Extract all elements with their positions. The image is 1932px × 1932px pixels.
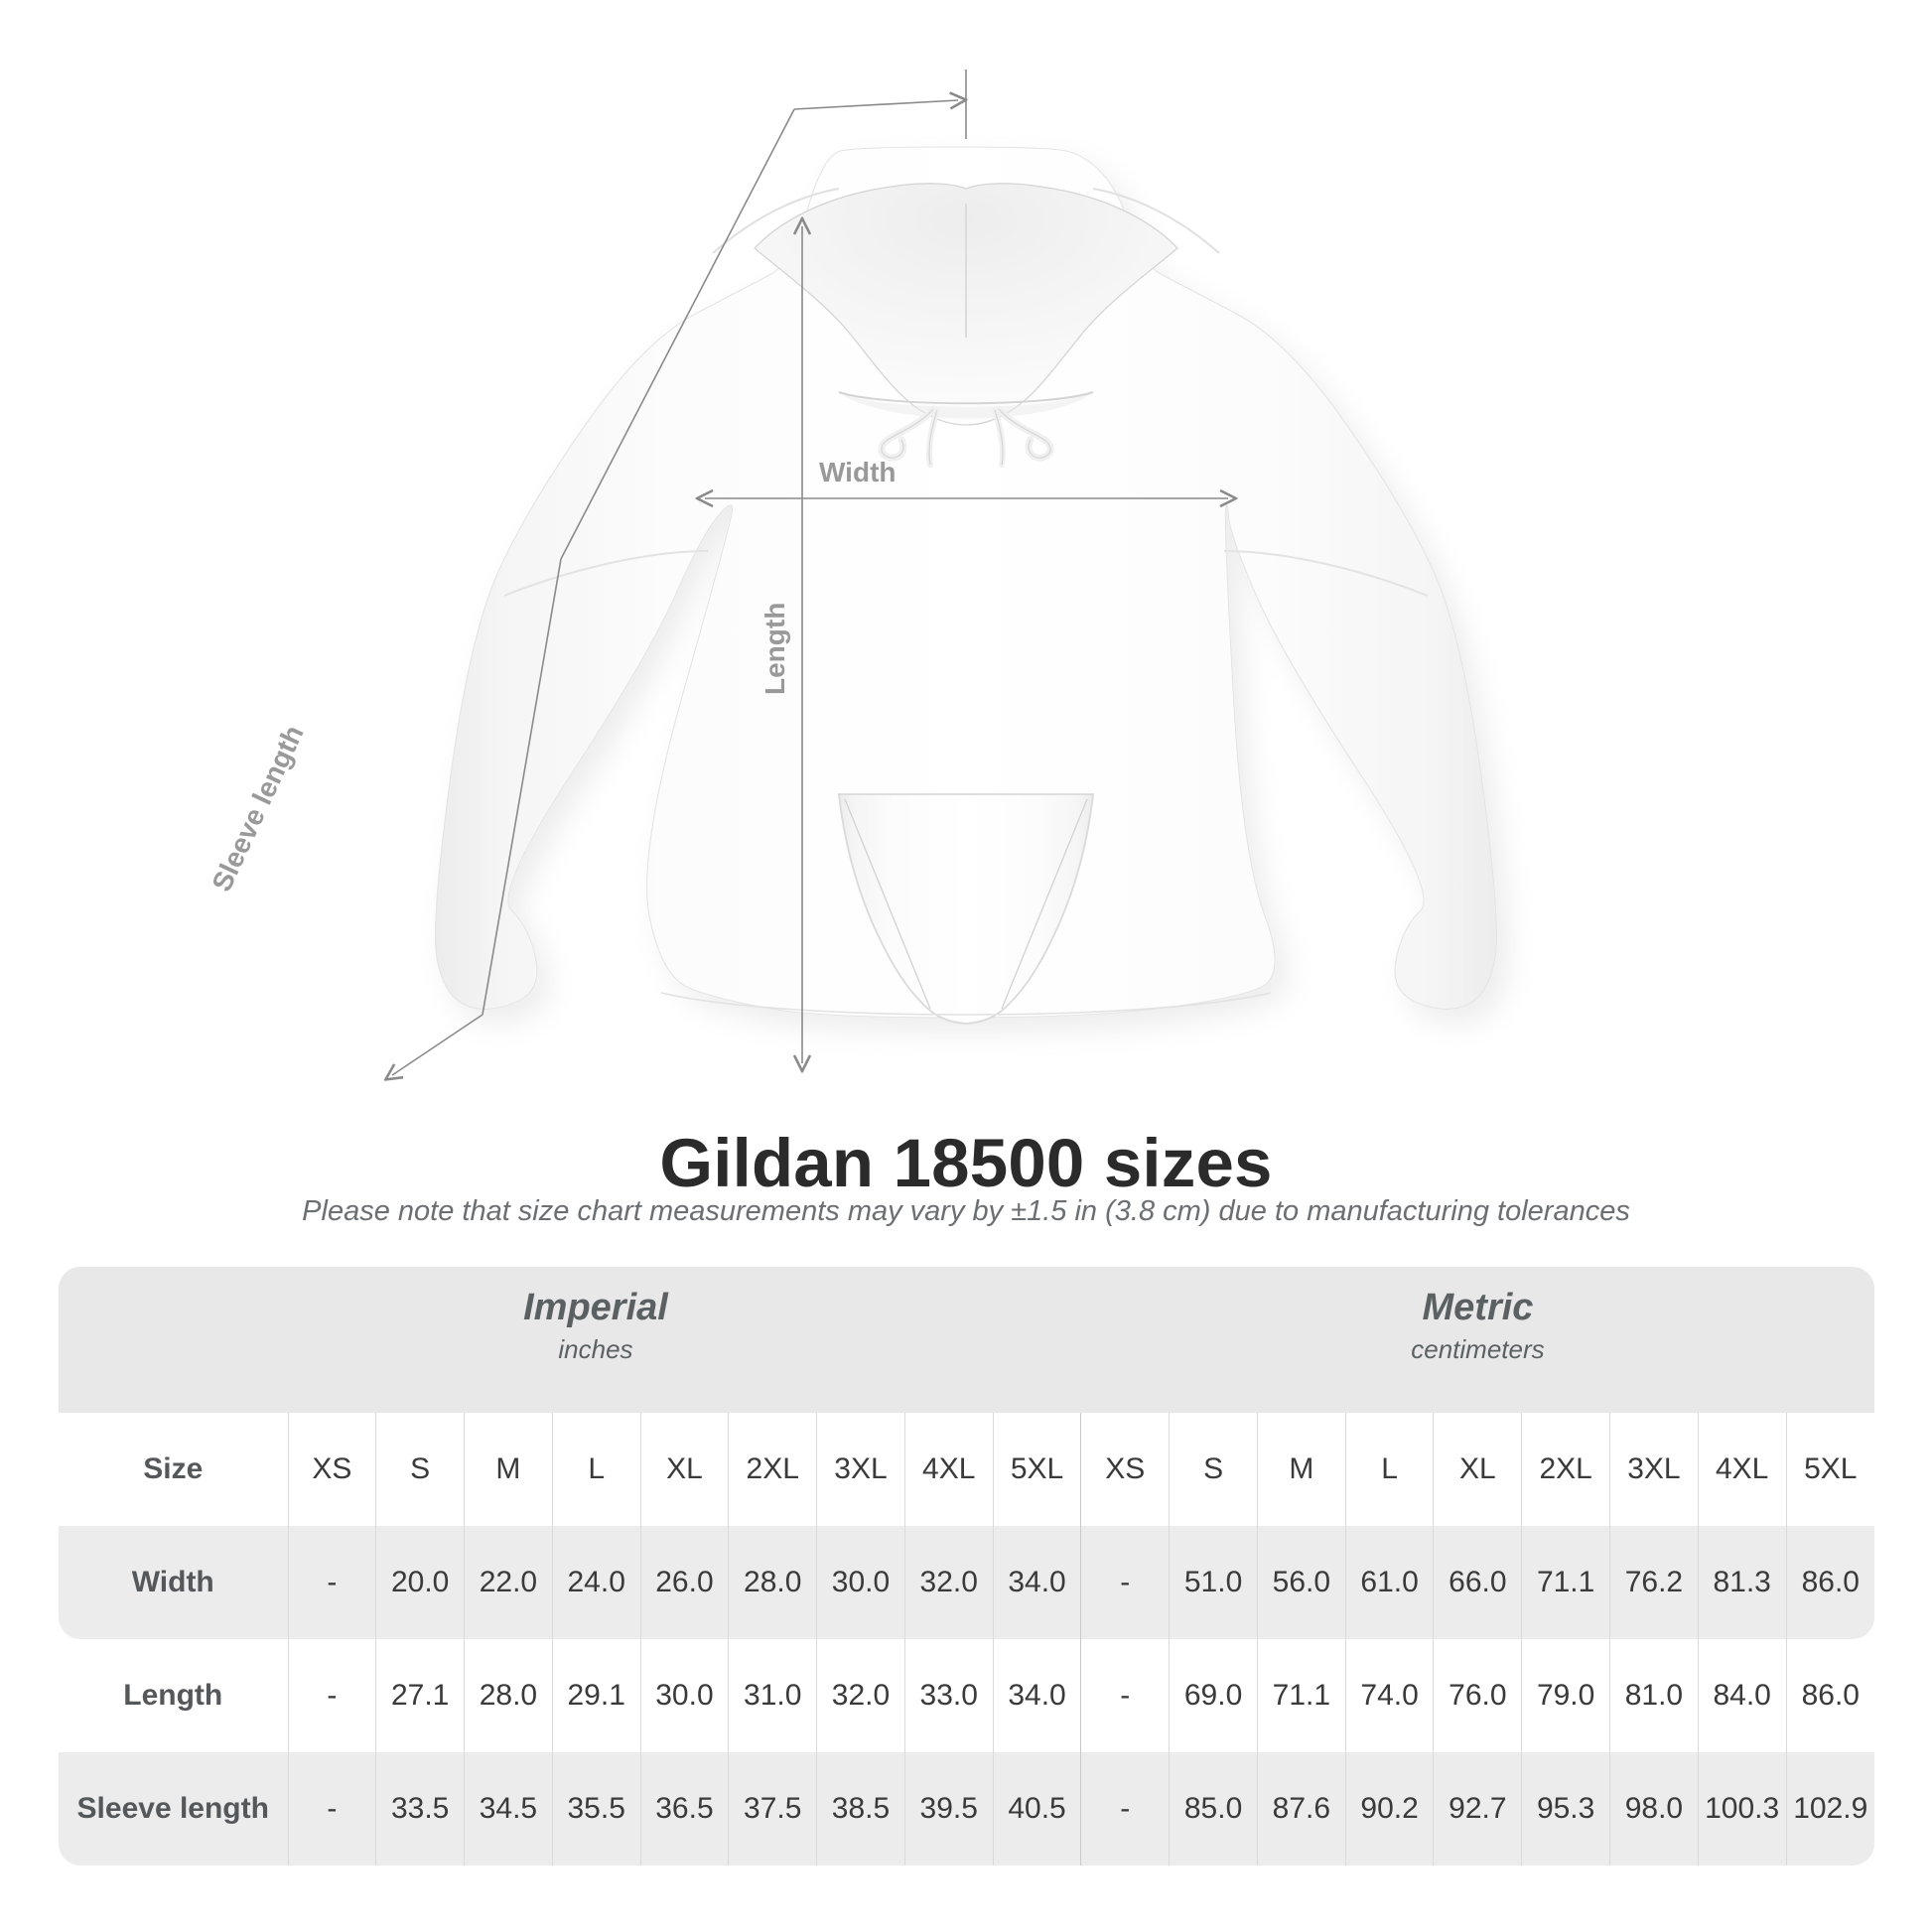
svg-text:Sleeve length: Sleeve length bbox=[206, 721, 309, 897]
svg-text:Length: Length bbox=[759, 603, 790, 695]
svg-text:Width: Width bbox=[819, 457, 897, 487]
